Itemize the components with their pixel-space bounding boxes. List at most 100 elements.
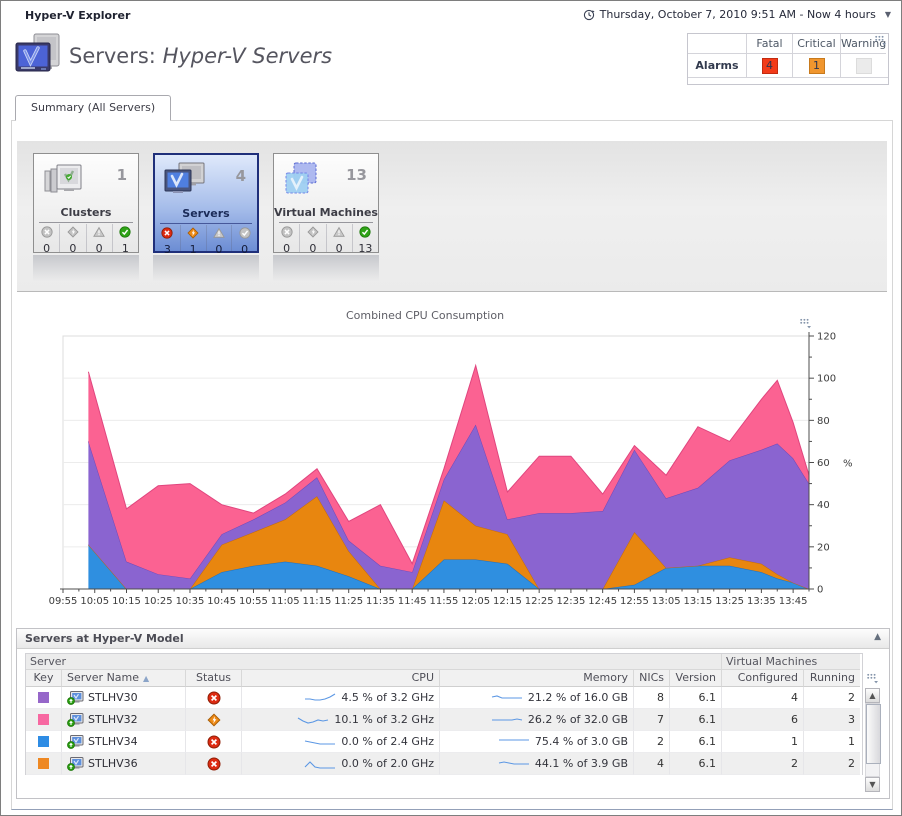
series-key-swatch: [38, 758, 49, 769]
collapse-panel-icon[interactable]: ▲: [874, 632, 881, 642]
configured-cell: 4: [722, 687, 804, 709]
col-header-status[interactable]: Status: [186, 670, 242, 687]
tile-status-normal: 1: [111, 224, 138, 255]
y-tick-label: 120: [817, 332, 836, 343]
running-cell: 2: [804, 687, 860, 709]
panel-body: Server Virtual Machines Key Server Name ▲…: [25, 653, 884, 792]
app-title: Hyper-V Explorer: [25, 9, 131, 22]
server-name: STLHV30: [88, 691, 138, 704]
col-header-nics[interactable]: NICs: [634, 670, 670, 687]
y-tick-label: 100: [817, 374, 836, 385]
x-tick-label: 12:45: [588, 596, 617, 607]
status-cell: [186, 709, 242, 731]
table-row[interactable]: STLHV36 0.0 % of 2.0 GHz 44.1 % of 3.9 GB 4…: [26, 753, 862, 775]
col-header-running[interactable]: Running: [804, 670, 860, 687]
memory-cell: 26.2 % of 32.0 GB: [440, 709, 634, 731]
content-area: 1 Clusters 0 0 0 1 4 Servers 3 1 0 0 13 Virtual Machi…: [11, 120, 893, 810]
memory-cell: 21.2 % of 16.0 GB: [440, 687, 634, 709]
y-tick-label: 80: [817, 416, 830, 427]
fatal-alarm-count[interactable]: 4: [761, 58, 778, 74]
table-row[interactable]: STLHV32 10.1 % of 3.2 GHz 26.2 % of 32.0 G…: [26, 709, 862, 731]
scroll-down-button[interactable]: ▼: [865, 777, 880, 792]
sort-asc-icon: ▲: [143, 674, 150, 683]
server-icon: [67, 734, 84, 749]
nics-cell: 4: [634, 753, 670, 775]
memory-value: 75.4 % of 3.0 GB: [534, 735, 628, 748]
tile-status-critical: 0: [299, 224, 325, 255]
alarms-col-warning: Warning: [840, 34, 886, 54]
table-menu-icon[interactable]: [866, 673, 879, 687]
alarms-summary-table: Fatal Critical Warning Alarms 4 1: [687, 33, 889, 85]
tile-virtual-machines[interactable]: 13 Virtual Machines 0 0 0 13: [273, 153, 379, 255]
tile-reflection: [153, 255, 259, 281]
col-header-configured[interactable]: Configured: [722, 670, 804, 687]
panel-title: Servers at Hyper-V Model: [25, 632, 184, 645]
clock-icon: [583, 9, 595, 20]
group-header-virtual-machines: Virtual Machines: [722, 654, 860, 670]
x-tick-label: 13:05: [652, 596, 681, 607]
col-header-key[interactable]: Key: [26, 670, 62, 687]
cpu-chart-section: Combined CPU Consumption 09:55 10:05 10:15…: [12, 292, 892, 622]
col-header-server-name[interactable]: Server Name ▲: [62, 670, 186, 687]
critical-status-icon: [67, 226, 79, 238]
x-tick-label: 12:25: [525, 596, 554, 607]
tile-servers[interactable]: 4 Servers 3 1 0 0: [153, 153, 259, 256]
col-header-memory[interactable]: Memory: [440, 670, 634, 687]
alarms-col-critical: Critical: [792, 34, 840, 54]
status-count: 1: [121, 242, 129, 255]
panel-header: Servers at Hyper-V Model ▲: [17, 629, 889, 649]
tile-status-fatal: 3: [155, 225, 180, 256]
status-count: 3: [163, 243, 171, 256]
nics-cell: 7: [634, 709, 670, 731]
key-cell: [26, 709, 62, 731]
x-tick-label: 10:05: [80, 596, 109, 607]
col-header-version[interactable]: Version: [670, 670, 722, 687]
server-name-cell[interactable]: STLHV32: [62, 709, 186, 731]
server-icon: [67, 712, 84, 727]
table-row[interactable]: STLHV34 0.0 % of 2.4 GHz 75.4 % of 3.0 GB 2…: [26, 731, 862, 753]
time-range-selector[interactable]: Thursday, October 7, 2010 9:51 AM - Now …: [583, 8, 891, 21]
x-tick-label: 11:35: [366, 596, 395, 607]
running-cell: 3: [804, 709, 860, 731]
alarms-menu-icon[interactable]: [874, 35, 887, 49]
scroll-up-button[interactable]: ▲: [865, 688, 880, 703]
col-header-cpu[interactable]: CPU: [242, 670, 440, 687]
memory-value: 44.1 % of 3.9 GB: [534, 757, 628, 770]
server-icon: [67, 690, 84, 705]
tile-name: Clusters: [60, 206, 112, 219]
y-tick-label: 60: [817, 458, 830, 469]
memory-value: 21.2 % of 16.0 GB: [527, 691, 628, 704]
status-cell: [186, 731, 242, 753]
tile-clusters[interactable]: 1 Clusters 0 0 0 1: [33, 153, 139, 255]
server-name-cell[interactable]: STLHV36: [62, 753, 186, 775]
server-name: STLHV32: [88, 713, 138, 726]
x-tick-label: 10:55: [239, 596, 268, 607]
tile-status-warning: 0: [325, 224, 352, 255]
series-key-swatch: [38, 714, 49, 725]
x-tick-label: 13:35: [747, 596, 776, 607]
scrollbar-track[interactable]: [865, 703, 881, 777]
scrollbar-thumb[interactable]: [866, 704, 881, 764]
server-name-cell[interactable]: STLHV30: [62, 687, 186, 709]
y-tick-label: 0: [817, 585, 823, 596]
tab-summary-all-servers[interactable]: Summary (All Servers): [15, 95, 172, 121]
servers-icon: [164, 162, 205, 193]
critical-alarm-count[interactable]: 1: [808, 58, 825, 74]
servers-table: Server Virtual Machines Key Server Name ▲…: [25, 653, 863, 775]
sparkline: [305, 740, 336, 745]
tile-status-normal: 0: [231, 225, 257, 256]
table-row[interactable]: STLHV30 4.5 % of 3.2 GHz 21.2 % of 16.0 GB…: [26, 687, 862, 709]
chart-menu-icon[interactable]: [799, 318, 812, 332]
tile-status-normal: 13: [351, 224, 378, 255]
x-tick-label: 12:15: [493, 596, 522, 607]
warning-alarm-count[interactable]: [855, 58, 872, 74]
combined-cpu-consumption-chart: 09:55 10:05 10:15 10:25 10:35 10:45 10:55 11:05…: [49, 332, 853, 608]
page-header: Servers: Hyper-V Servers Fatal Critical …: [1, 29, 901, 91]
sparkline: [491, 718, 522, 721]
server-name-cell[interactable]: STLHV34: [62, 731, 186, 753]
status-count: 0: [241, 243, 249, 256]
x-tick-label: 13:45: [779, 596, 808, 607]
tile-count: 13: [346, 166, 367, 184]
x-tick-label: 10:35: [176, 596, 205, 607]
